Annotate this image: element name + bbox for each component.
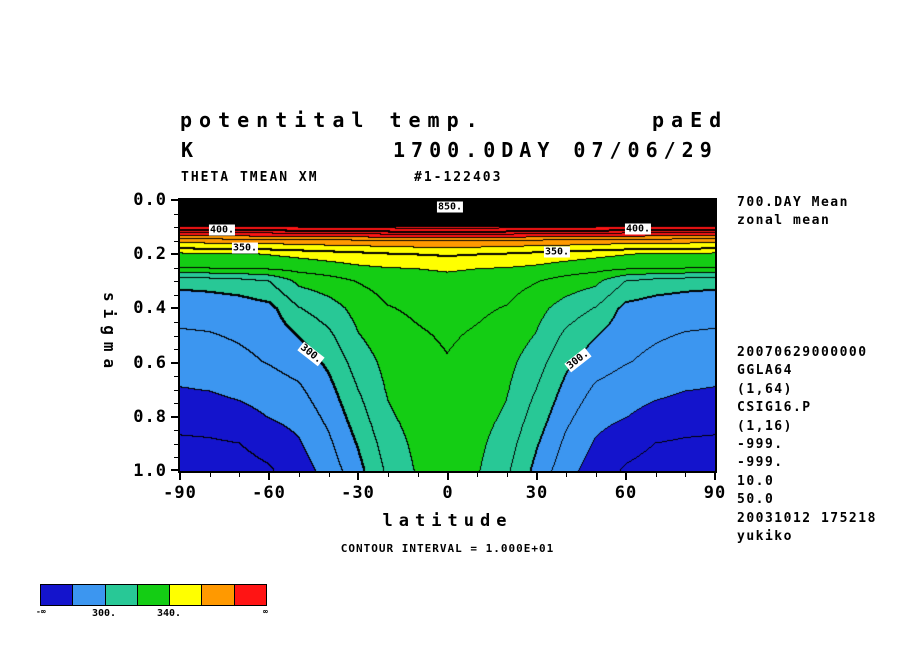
colorbar-cell [170, 585, 203, 605]
run-id-label: paEd [652, 108, 729, 132]
x-tick-label: 90 [703, 483, 727, 503]
annotation-line: 20031012 175218 [737, 510, 877, 526]
x-tick [329, 471, 330, 477]
x-tick [357, 471, 359, 480]
y-tick [171, 416, 178, 418]
y-tick [171, 307, 178, 309]
right-annotation-bottom: 20070629000000 GGLA64 (1,64) CSIG16.P (1,16)… [737, 344, 877, 546]
x-tick [388, 471, 389, 477]
unit-label: K [181, 138, 200, 162]
y-tick-label: 0.2 [133, 244, 167, 264]
annotation-line: -999. [737, 437, 784, 453]
x-tick-label: 60 [614, 483, 638, 503]
y-tick [174, 390, 178, 391]
x-tick-label: -30 [341, 483, 375, 503]
x-tick [596, 471, 597, 477]
y-tick [171, 362, 178, 364]
colorbar-end-right: ∞ [263, 607, 268, 616]
y-tick [174, 214, 178, 215]
x-tick [714, 471, 716, 480]
x-tick-label: -60 [252, 483, 286, 503]
annotation-line: 700.DAY Mean [737, 195, 849, 210]
annotation-line: yukiko [737, 529, 793, 545]
y-tick [174, 268, 178, 269]
colorbar-cell [137, 585, 171, 605]
right-annotation-top: 700.DAY Mean zonal mean [737, 194, 849, 231]
contour-interval-label: CONTOUR INTERVAL = 1.000E+01 [340, 542, 555, 555]
contour-label: 350. [231, 242, 259, 254]
y-tick-label: 0.6 [133, 353, 167, 373]
annotation-line: -999. [737, 455, 784, 471]
annotation-line: CSIG16.P [737, 400, 812, 416]
y-tick [174, 349, 178, 350]
x-tick [477, 471, 478, 477]
contour-canvas [180, 200, 715, 471]
contour-label: 850. [436, 201, 464, 213]
x-tick [685, 471, 686, 477]
y-tick-label: 0.0 [133, 190, 167, 210]
x-tick [507, 471, 508, 477]
contour-label: 400. [624, 223, 652, 235]
y-tick [174, 376, 178, 377]
x-tick-label: 0 [442, 483, 454, 503]
x-tick [210, 471, 211, 477]
page-title: potentital temp. [180, 108, 485, 132]
x-tick [566, 471, 567, 477]
x-tick [239, 471, 240, 477]
y-tick [174, 403, 178, 404]
annotation-line: zonal mean [737, 213, 831, 229]
y-tick [174, 336, 178, 337]
colorbar [40, 584, 267, 606]
colorbar-cell [105, 585, 138, 605]
annotation-line: GGLA64 [737, 363, 793, 379]
x-tick [418, 471, 419, 477]
x-tick [268, 471, 270, 480]
y-tick [174, 457, 178, 458]
colorbar-cell [234, 585, 266, 605]
y-axis-label: sigma [100, 292, 119, 376]
colorbar-tick-label: 300. [91, 608, 117, 619]
x-tick [447, 471, 449, 480]
variable-label: THETA TMEAN XM [181, 170, 319, 185]
contour-label: 400. [208, 224, 236, 236]
annotation-line: 10.0 [737, 473, 775, 489]
sequence-label: #1-122403 [414, 170, 503, 185]
colorbar-cell [202, 585, 235, 605]
x-axis-label: latitude [382, 511, 513, 531]
annotation-line: 20070629000000 [737, 345, 868, 360]
colorbar-cell [41, 585, 74, 605]
y-tick [174, 241, 178, 242]
y-tick [174, 295, 178, 296]
y-tick [174, 322, 178, 323]
time-label: 1700.0DAY 07/06/29 [393, 138, 718, 162]
x-tick [179, 471, 181, 480]
annotation-line: (1,16) [737, 418, 793, 434]
plot-frame: latitude sigma -90 -60 -30 0 30 60 90 0.0 0.2 0.4… [100, 190, 725, 531]
contour-label: 350. [543, 246, 571, 258]
y-tick [174, 281, 178, 282]
y-tick [171, 253, 178, 255]
y-tick [174, 444, 178, 445]
y-tick [174, 430, 178, 431]
y-tick [174, 227, 178, 228]
colorbar-cell [73, 585, 106, 605]
y-tick [171, 199, 178, 201]
annotation-line: 50.0 [737, 492, 775, 508]
x-tick [656, 471, 657, 477]
x-tick [536, 471, 538, 480]
annotation-line: (1,64) [737, 381, 793, 397]
x-tick [625, 471, 627, 480]
x-tick-label: -90 [163, 483, 197, 503]
y-tick-label: 1.0 [133, 461, 167, 481]
y-tick-label: 0.8 [133, 407, 167, 427]
colorbar-end-left: -∞ [36, 607, 46, 616]
colorbar-tick-label: 340. [156, 608, 182, 619]
y-tick-label: 0.4 [133, 298, 167, 318]
x-tick-label: 30 [525, 483, 549, 503]
y-tick [171, 469, 178, 471]
x-tick [299, 471, 300, 477]
